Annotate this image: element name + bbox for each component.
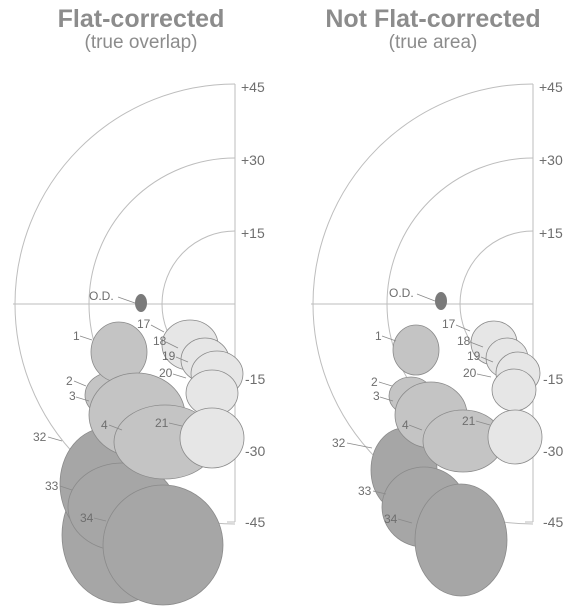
field-label-leader — [469, 341, 484, 348]
field-number-label: 20 — [159, 366, 173, 380]
axis-value-label: -15 — [543, 371, 563, 387]
receptive-field-mid-4 — [392, 324, 440, 376]
field-label-leader — [476, 373, 492, 378]
optic-disc — [135, 294, 147, 312]
field-label-leader — [455, 324, 471, 332]
axis-value-label: -45 — [543, 514, 563, 530]
field-number-label: 19 — [467, 349, 481, 363]
axis-value-label: +15 — [241, 225, 265, 241]
field-label-leader — [93, 517, 107, 522]
upper-arc-1 — [386, 157, 534, 305]
field-label-leader — [79, 335, 93, 341]
receptive-field-light-12 — [179, 407, 245, 469]
axis-value-label: -30 — [245, 443, 265, 459]
field-label-leader — [408, 424, 423, 431]
field-number-label: 34 — [384, 512, 398, 526]
field-number-label: 17 — [442, 317, 456, 331]
field-label-leader — [480, 356, 494, 363]
field-label-leader — [47, 436, 63, 442]
field-number-label: 21 — [462, 414, 476, 428]
field-number-label: 2 — [66, 374, 73, 388]
field-label-leader — [108, 424, 123, 431]
field-number-label: 19 — [162, 349, 176, 363]
flat-corrected-panel: O.D.12341718192021323334+45+30+15-15-30-… — [13, 79, 265, 606]
field-number-label: 21 — [155, 416, 169, 430]
field-label-leader — [379, 396, 394, 402]
field-label-leader — [75, 396, 90, 402]
field-number-label: 18 — [457, 334, 471, 348]
field-number-label: 1 — [73, 329, 80, 343]
field-number-label: 33 — [45, 479, 59, 493]
field-number-label: 17 — [137, 317, 151, 331]
right-panel-title: Not Flat-corrected — [325, 5, 541, 33]
upper-arc-2 — [312, 83, 534, 305]
upper-arc-1 — [88, 157, 236, 305]
field-label-leader — [381, 335, 397, 342]
field-number-label: 20 — [463, 366, 477, 380]
field-number-label: 2 — [371, 375, 378, 389]
optic-disc-label: O.D. — [389, 286, 414, 300]
axis-value-label: -30 — [543, 443, 563, 459]
upper-arc-2 — [14, 83, 236, 305]
field-number-label: 3 — [69, 389, 76, 403]
field-label-leader — [73, 380, 87, 387]
field-label-leader — [397, 518, 413, 524]
axis-value-label: -15 — [245, 371, 265, 387]
optic-disc-label: O.D. — [89, 289, 114, 303]
upper-arc-0 — [161, 230, 236, 305]
receptive-field-dark-3 — [102, 484, 224, 606]
field-number-label: 4 — [101, 418, 108, 432]
axis-value-label: +30 — [539, 152, 563, 168]
axis-value-label: +45 — [241, 79, 265, 95]
field-label-leader — [150, 324, 165, 333]
field-label-leader — [372, 490, 387, 495]
field-label-leader — [475, 420, 491, 426]
not-flat-corrected-panel: O.D.12341718192021323334+45+30+15-15-30-… — [311, 79, 563, 597]
left-panel-title: Flat-corrected — [57, 5, 225, 33]
field-label-leader — [378, 381, 393, 387]
axis-value-label: +45 — [539, 79, 563, 95]
field-number-label: 32 — [33, 430, 47, 444]
field-number-label: 18 — [153, 334, 167, 348]
field-number-label: 33 — [358, 484, 372, 498]
optic-disc-leader — [416, 293, 436, 302]
optic-disc-leader — [117, 296, 136, 304]
field-number-label: 32 — [332, 436, 346, 450]
field-number-label: 1 — [375, 329, 382, 343]
receptive-field-light-10 — [491, 368, 537, 412]
axis-value-label: +30 — [241, 152, 265, 168]
field-label-leader — [172, 373, 187, 379]
axis-value-label: -45 — [245, 514, 265, 530]
field-label-leader — [175, 356, 189, 363]
field-number-label: 4 — [402, 418, 409, 432]
axis-value-label: +15 — [539, 225, 563, 241]
field-label-leader — [346, 442, 373, 449]
left-panel-subtitle: (true overlap) — [84, 32, 198, 53]
upper-arc-0 — [459, 230, 534, 305]
receptive-field-light-11 — [487, 409, 543, 465]
field-number-label: 3 — [373, 389, 380, 403]
optic-disc — [435, 292, 447, 310]
field-label-leader — [165, 341, 179, 349]
right-panel-subtitle: (true area) — [388, 32, 478, 53]
receptive-field-dark-2 — [414, 483, 508, 597]
field-label-leader — [168, 422, 183, 427]
field-number-label: 34 — [80, 511, 94, 525]
field-label-leader — [59, 485, 73, 491]
